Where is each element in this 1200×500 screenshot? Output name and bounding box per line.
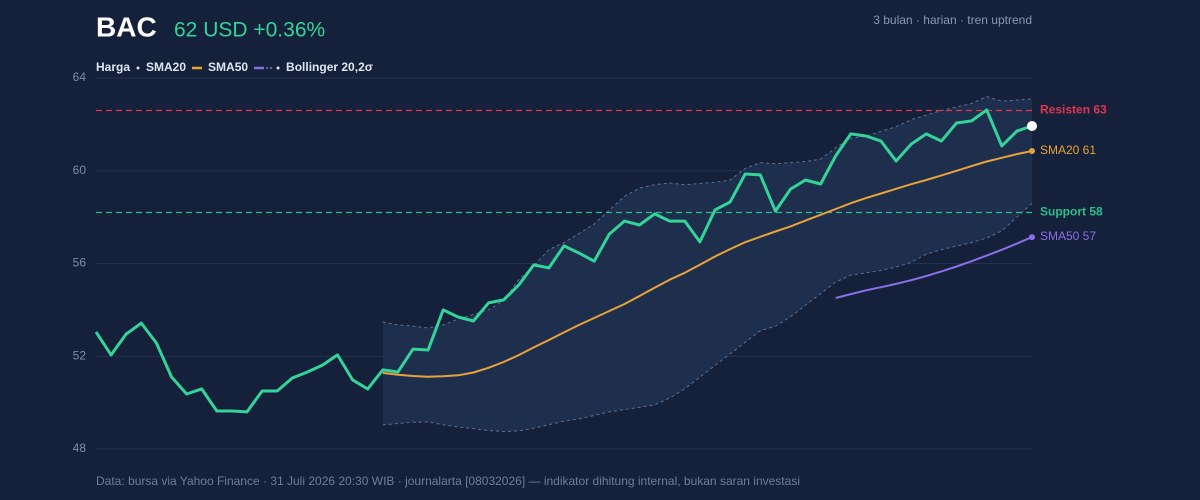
bollinger-upper	[382, 95, 1033, 329]
legend: Harga SMA20 SMA50 Bollinger 20,2σ	[96, 60, 373, 74]
end-label: SMA50 57	[1040, 229, 1096, 243]
y-tick-label: 56	[73, 256, 87, 270]
bollinger-fill	[382, 96, 1032, 432]
legend-label: SMA50	[208, 60, 248, 74]
y-tick-label: 48	[73, 441, 87, 455]
legend-label: SMA20	[146, 60, 186, 74]
legend-separator	[276, 66, 280, 70]
end-marker	[1029, 148, 1035, 155]
chart-title: BAC	[96, 11, 157, 42]
end-label: SMA20 61	[1040, 143, 1096, 157]
legend-separator	[136, 66, 140, 70]
legend-label: Bollinger 20,2σ	[286, 60, 373, 74]
source-note: Data: bursa via Yahoo Finance · 31 Juli …	[96, 474, 800, 488]
level-label: Resisten 63	[1040, 103, 1107, 117]
end-marker	[1027, 120, 1037, 131]
level-label: Support 58	[1040, 205, 1103, 219]
y-tick-label: 64	[73, 70, 87, 84]
chart-note: 3 bulan · harian · tren uptrend	[873, 13, 1032, 27]
chart-subtitle: 62 USD +0.36%	[174, 19, 325, 42]
series-line	[835, 236, 1033, 299]
series-line	[382, 150, 1033, 378]
bollinger-lower	[382, 202, 1033, 433]
series-line	[94, 108, 1033, 414]
y-tick-label: 60	[73, 163, 87, 177]
end-marker	[1029, 234, 1035, 241]
legend-label: Harga	[96, 60, 130, 74]
y-tick-label: 52	[73, 348, 87, 362]
